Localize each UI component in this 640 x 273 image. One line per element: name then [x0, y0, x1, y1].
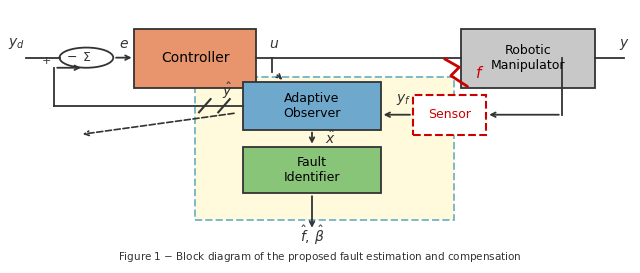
Bar [243, 147, 381, 193]
Text: $u$: $u$ [269, 37, 279, 51]
Bar [243, 82, 381, 130]
Text: Sensor: Sensor [428, 108, 471, 121]
Text: $f$: $f$ [476, 65, 484, 81]
Text: $+$: $+$ [41, 55, 51, 66]
Text: Figure 1 $-$ Block diagram of the proposed fault estimation and compensation: Figure 1 $-$ Block diagram of the propos… [118, 250, 522, 264]
Text: Fault
Identifier: Fault Identifier [284, 156, 340, 184]
Bar [195, 77, 454, 220]
Text: Controller: Controller [161, 51, 230, 65]
Text: $y_f$: $y_f$ [396, 92, 411, 106]
Text: $\Sigma$: $\Sigma$ [82, 51, 91, 64]
Text: $\hat{x}$: $\hat{x}$ [324, 129, 335, 147]
Bar [461, 29, 595, 88]
Text: $e$: $e$ [119, 37, 129, 51]
Text: $\hat{y}$: $\hat{y}$ [222, 81, 232, 101]
Bar [413, 95, 486, 135]
Text: $-$: $-$ [66, 50, 77, 63]
Text: $y$: $y$ [619, 37, 629, 52]
Text: Robotic
Manipulator: Robotic Manipulator [491, 44, 565, 72]
Bar [134, 29, 256, 88]
Text: $y_d$: $y_d$ [8, 36, 24, 51]
Text: $\hat{f},\,\hat{\beta}$: $\hat{f},\,\hat{\beta}$ [300, 224, 324, 247]
Text: Adaptive
Observer: Adaptive Observer [284, 92, 340, 120]
